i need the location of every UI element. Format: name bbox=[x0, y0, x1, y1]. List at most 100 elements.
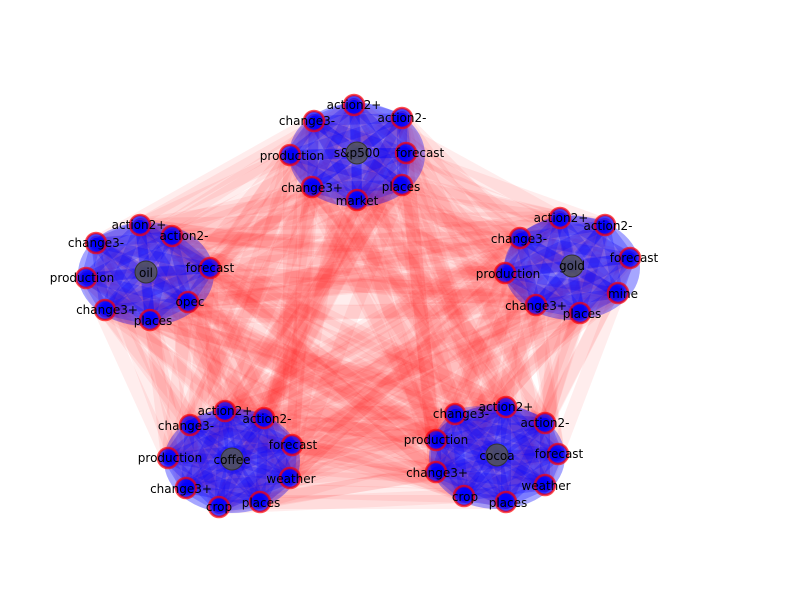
inter-cluster-edge bbox=[183, 114, 321, 432]
inter-cluster-edge bbox=[143, 313, 226, 514]
inter-cluster-edge bbox=[165, 229, 637, 265]
inter-cluster-edge bbox=[212, 251, 637, 514]
inter-cluster-edge bbox=[165, 111, 409, 243]
intra-cluster-edge bbox=[185, 420, 224, 512]
inter-cluster-edge bbox=[429, 306, 587, 479]
intra-cluster-edge bbox=[500, 268, 585, 318]
inter-cluster-edge bbox=[538, 218, 612, 430]
inter-cluster-edge bbox=[165, 229, 565, 461]
node-label: forecast bbox=[269, 438, 318, 452]
node-label: change3- bbox=[279, 114, 335, 128]
intra-cluster-edge bbox=[431, 418, 550, 445]
node-label: crop bbox=[206, 500, 232, 514]
node-label: places bbox=[382, 180, 421, 194]
inter-cluster-edge bbox=[350, 193, 552, 430]
intra-cluster-edge bbox=[431, 467, 550, 490]
graph-node bbox=[452, 484, 476, 508]
inter-cluster-edge bbox=[283, 148, 512, 280]
inter-cluster-edge bbox=[165, 193, 364, 243]
graph-node bbox=[302, 109, 326, 133]
inter-cluster-edge bbox=[253, 180, 319, 509]
inter-cluster-edge bbox=[448, 266, 512, 421]
node-label: action2- bbox=[378, 111, 427, 125]
inter-cluster-edge bbox=[347, 98, 462, 421]
intra-cluster-edge bbox=[91, 238, 215, 273]
intra-cluster-edge bbox=[307, 100, 359, 192]
inter-cluster-edge bbox=[203, 261, 226, 514]
node-label: forecast bbox=[186, 261, 235, 275]
inter-cluster-edge bbox=[499, 298, 543, 414]
inter-cluster-edge bbox=[98, 303, 565, 461]
inter-cluster-edge bbox=[161, 98, 361, 465]
inter-cluster-edge bbox=[79, 211, 567, 285]
inter-cluster-edge bbox=[257, 193, 364, 425]
intra-cluster-edge bbox=[91, 238, 110, 315]
intra-cluster-edge bbox=[531, 288, 623, 310]
graph-node bbox=[390, 106, 414, 130]
inter-cluster-edge bbox=[98, 193, 364, 317]
graph-node bbox=[156, 446, 180, 470]
inter-cluster-edge bbox=[399, 146, 513, 509]
intra-cluster-edge bbox=[309, 116, 411, 158]
graph-node bbox=[176, 290, 200, 314]
inter-cluster-edge bbox=[218, 178, 409, 418]
intra-cluster-edge bbox=[91, 238, 155, 325]
inter-cluster-edge bbox=[181, 295, 297, 485]
inter-cluster-edge bbox=[98, 303, 197, 432]
intra-cluster-edge bbox=[555, 213, 623, 298]
graph-node bbox=[508, 226, 532, 250]
inter-cluster-edge bbox=[212, 146, 413, 514]
inter-cluster-edge bbox=[283, 148, 462, 421]
node-label: change3+ bbox=[76, 303, 138, 317]
inter-cluster-edge bbox=[212, 111, 409, 514]
inter-cluster-edge bbox=[165, 218, 612, 243]
inter-cluster-edge bbox=[283, 286, 625, 485]
graph-node bbox=[342, 93, 366, 117]
intra-cluster-edge bbox=[459, 480, 550, 501]
graph-node bbox=[74, 266, 98, 290]
inter-cluster-edge bbox=[395, 111, 513, 509]
node-labels: action2+action2-change3-production foreca… bbox=[50, 98, 659, 514]
intra-cluster-edge bbox=[575, 220, 610, 318]
node-label: production bbox=[50, 271, 114, 285]
inter-cluster-edge bbox=[181, 295, 443, 447]
inter-cluster-edge bbox=[307, 114, 637, 265]
intra-cluster-edge bbox=[285, 150, 362, 205]
intra-cluster-edge bbox=[575, 253, 635, 318]
node-label: production bbox=[404, 433, 468, 447]
node-label: action2- bbox=[584, 219, 633, 233]
graph-node bbox=[128, 213, 152, 237]
graph-node bbox=[546, 442, 570, 466]
graph-node bbox=[174, 476, 198, 500]
graph-node bbox=[207, 495, 231, 519]
hub-node bbox=[220, 447, 244, 471]
inter-cluster-edge bbox=[183, 231, 527, 432]
inter-cluster-edge bbox=[183, 298, 543, 432]
inter-cluster-edge bbox=[399, 146, 527, 245]
graph-node bbox=[278, 143, 302, 167]
graph-node bbox=[84, 231, 108, 255]
inter-cluster-edge bbox=[133, 218, 297, 485]
graph-node bbox=[280, 433, 304, 457]
inter-cluster-edge bbox=[218, 211, 567, 418]
inter-cluster-edge bbox=[347, 98, 512, 280]
node-label: production bbox=[476, 267, 540, 281]
intra-cluster-edge bbox=[450, 409, 563, 459]
inter-cluster-edge bbox=[305, 180, 565, 461]
inter-cluster-edge bbox=[538, 306, 587, 430]
node-label: change3- bbox=[158, 419, 214, 433]
inter-cluster-edge bbox=[285, 298, 543, 452]
inter-cluster-edge bbox=[98, 146, 413, 317]
intra-cluster-edge bbox=[255, 413, 269, 507]
inter-cluster-edge bbox=[395, 111, 552, 430]
node-label: action2- bbox=[521, 416, 570, 430]
inter-cluster-edge bbox=[161, 178, 409, 465]
inter-cluster-edge bbox=[183, 418, 513, 509]
inter-cluster-edge bbox=[133, 218, 512, 280]
inter-cluster-edge bbox=[133, 218, 625, 300]
inter-cluster-edge bbox=[307, 114, 565, 461]
intra-cluster-edge bbox=[285, 100, 359, 160]
inter-cluster-edge bbox=[133, 211, 567, 232]
intra-cluster-edge bbox=[100, 297, 193, 315]
intra-cluster-edge bbox=[91, 231, 177, 248]
